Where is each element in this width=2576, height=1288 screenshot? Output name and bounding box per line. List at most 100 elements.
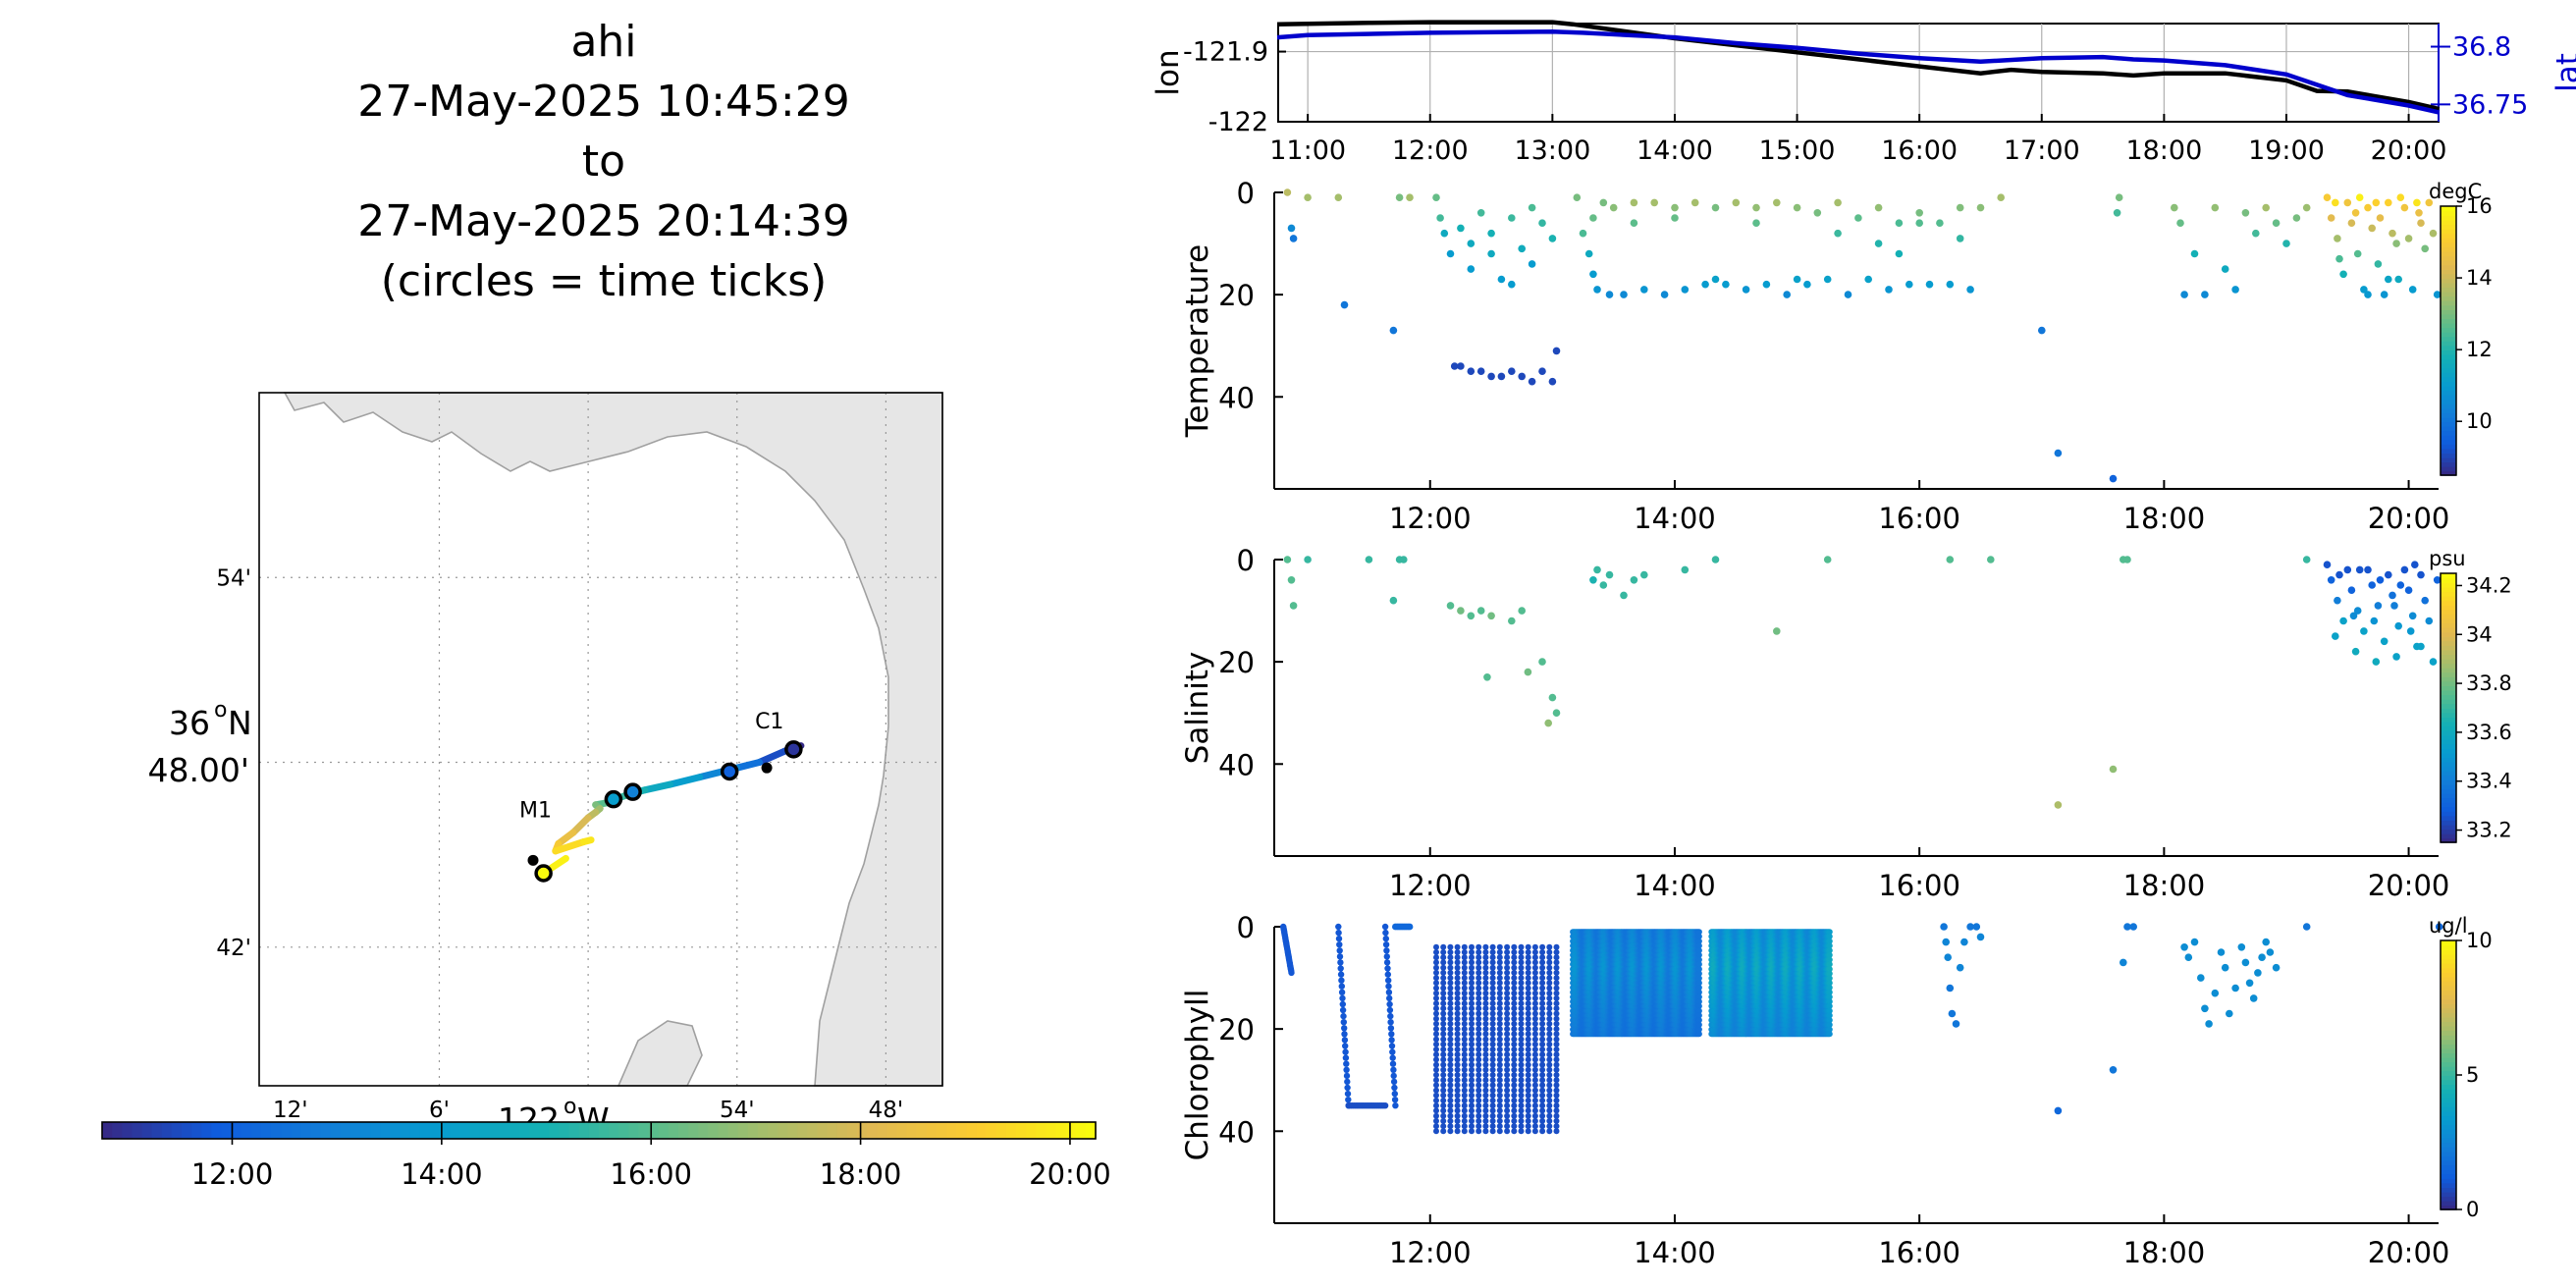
data-point (1553, 1046, 1560, 1052)
data-point (1793, 203, 1801, 212)
colorbar-segment (578, 1122, 590, 1139)
data-point (1553, 1026, 1560, 1033)
data-point (1469, 1117, 1475, 1124)
colorbar-segment (2441, 725, 2456, 731)
data-point (1447, 1056, 1454, 1063)
colorbar-tick-label: 12:00 (191, 1157, 274, 1191)
data-point (1525, 980, 1531, 987)
data-point (1384, 971, 1392, 978)
colorbar-segment (2441, 622, 2456, 628)
x-tick-label: 18:00 (2123, 869, 2206, 902)
colorbar-segment (906, 1122, 918, 1139)
data-point (1546, 1077, 1553, 1084)
data-point (1482, 969, 1489, 976)
data-point (1482, 1051, 1489, 1058)
colorbar-segment (797, 1122, 809, 1139)
data-point (1433, 1010, 1439, 1017)
data-point (1482, 1087, 1489, 1094)
colorbar-segment (141, 1122, 153, 1139)
data-point (2323, 561, 2332, 568)
data-point (1339, 1000, 1347, 1008)
colorbar-segment (718, 1122, 729, 1139)
data-point (1548, 235, 1557, 242)
data-point (1553, 969, 1560, 976)
data-point (1469, 994, 1475, 1001)
data-point (1546, 1098, 1553, 1103)
data-point (1482, 1098, 1489, 1103)
data-point (1518, 1082, 1525, 1089)
colorbar-segment (2441, 439, 2456, 445)
data-point (1489, 1020, 1496, 1027)
x-tick-label: 16:00 (1881, 135, 1958, 166)
data-point (1511, 1098, 1518, 1103)
data-point (1482, 1117, 1489, 1124)
data-point (1546, 1066, 1553, 1073)
data-point (1433, 1005, 1439, 1012)
data-point (1476, 1107, 1482, 1114)
data-point (1546, 1061, 1553, 1068)
data-point (1440, 1107, 1447, 1114)
data-point (1593, 565, 1601, 574)
data-point (1496, 990, 1503, 996)
data-point (1630, 576, 1638, 584)
data-point (1504, 980, 1511, 987)
data-point (1539, 1117, 1546, 1124)
data-point (2109, 474, 2118, 483)
colorbar-tick-label: 10 (2466, 409, 2493, 433)
colorbar-segment (2441, 358, 2456, 364)
data-point (1496, 1026, 1503, 1033)
data-point (1496, 1020, 1503, 1027)
data-point (1905, 280, 1913, 289)
data-point (1482, 1041, 1489, 1047)
data-point (1525, 1087, 1531, 1094)
data-point (1440, 954, 1447, 961)
colorbar-segment (2441, 667, 2456, 673)
data-point (1454, 990, 1461, 996)
data-point (1454, 959, 1461, 966)
data-point (1446, 249, 1455, 258)
data-point (1511, 1082, 1518, 1089)
data-point (1553, 1020, 1560, 1027)
colorbar-segment (658, 1122, 670, 1139)
station-marker (527, 854, 539, 866)
colorbar-segment (2441, 680, 2456, 686)
map-lat-minutes: 48.00' (147, 751, 249, 789)
time-tick-circle (720, 762, 739, 781)
data-point (2429, 229, 2438, 238)
data-point (1487, 229, 1495, 238)
colorbar-segment (568, 1122, 580, 1139)
data-point (1701, 280, 1709, 289)
data-point (2335, 254, 2343, 263)
data-point (1433, 1077, 1439, 1084)
data-point (1518, 954, 1525, 961)
data-point (1447, 1061, 1454, 1068)
data-point (1518, 1015, 1525, 1022)
data-point (2394, 621, 2402, 630)
colorbar-tick-label: 33.2 (2466, 819, 2512, 842)
data-point (1539, 1072, 1546, 1078)
data-point (1336, 941, 1343, 948)
data-point (2368, 581, 2376, 589)
colorbar-tick-label: 20:00 (1029, 1157, 1111, 1191)
data-point (1388, 1031, 1395, 1038)
data-point (1511, 1123, 1518, 1130)
data-point (1489, 1092, 1496, 1099)
x-tick-label: 14:00 (1637, 135, 1713, 166)
data-point (2353, 607, 2362, 615)
colorbar-segment (2441, 788, 2456, 794)
data-point (1546, 1000, 1553, 1007)
data-point (1546, 1123, 1553, 1130)
data-point (1496, 949, 1503, 955)
data-point (1457, 362, 1465, 370)
colorbar-segment (2441, 372, 2456, 378)
data-point (1553, 1041, 1560, 1047)
colorbar-segment (2441, 259, 2456, 266)
data-point (1504, 1010, 1511, 1017)
data-point (1518, 1077, 1525, 1084)
data-point (1539, 990, 1546, 996)
data-point (1433, 943, 1439, 950)
data-point (2421, 244, 2429, 253)
x-tick-label: 15:00 (1759, 135, 1836, 166)
data-point (1711, 203, 1720, 212)
data-point (1432, 193, 1440, 201)
